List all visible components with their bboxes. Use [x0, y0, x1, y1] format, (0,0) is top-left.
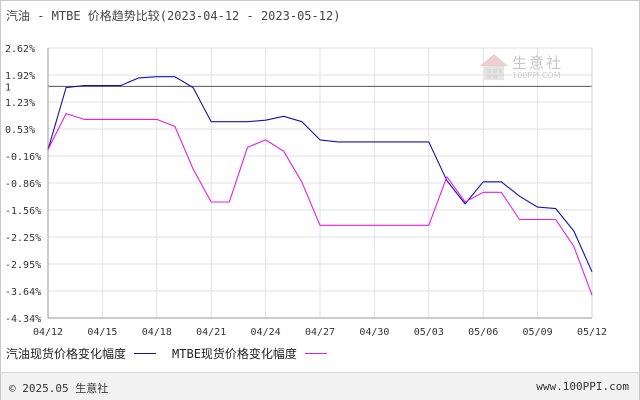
x-tick-label: 04/24 [251, 327, 281, 338]
watermark-logo: 生意社 100PPI.COM [478, 52, 578, 84]
y-tick-label: -2.25% [5, 233, 41, 244]
x-tick-label: 05/12 [577, 327, 607, 338]
legend-swatch-mtbe [304, 353, 327, 354]
axes [47, 48, 593, 319]
series-line-gasoline [47, 76, 593, 273]
x-tick-label: 04/12 [33, 327, 63, 338]
y-tick-label: -2.95% [5, 260, 41, 271]
x-tick-label: 05/03 [414, 327, 444, 338]
x-tick-label: 04/15 [87, 327, 117, 338]
x-tick-label: 04/21 [196, 327, 226, 338]
legend-label-mtbe: MTBE现货价格变化幅度 [172, 347, 297, 361]
copyright-text: © 2025.05 生意社 [9, 382, 109, 395]
y-tick-label: -0.16% [5, 152, 41, 163]
legend-item-gasoline: 汽油现货价格变化幅度 [6, 345, 157, 362]
reference-line-label: 1 [5, 82, 11, 93]
series-lines [47, 76, 593, 296]
y-tick-label: -4.34% [5, 314, 41, 325]
chart-title: 汽油 - MTBE 价格趋势比较(2023-04-12 - 2023-05-12… [6, 9, 341, 23]
legend-item-mtbe: MTBE现货价格变化幅度 [172, 345, 327, 362]
tick-labels: 2.62% 1.92% 1.23% 0.53% -0.16% -0.86% -1.56% -2… [5, 44, 607, 338]
y-tick-label: -0.86% [5, 179, 41, 190]
x-tick-label: 04/18 [142, 327, 172, 338]
y-tick-label: 0.53% [5, 125, 35, 136]
legend: 汽油现货价格变化幅度 MTBE现货价格变化幅度 [6, 345, 343, 362]
x-tick-label: 05/06 [468, 327, 498, 338]
series-line-mtbe [47, 113, 593, 296]
legend-label-gasoline: 汽油现货价格变化幅度 [6, 347, 127, 361]
y-tick-label: 2.62% [5, 44, 35, 55]
house-logo-icon [480, 54, 508, 80]
watermark-name: 生意社 [512, 54, 564, 72]
website-link[interactable]: www.100PPI.com [536, 380, 629, 393]
x-tick-label: 04/27 [305, 327, 335, 338]
footer-bar: © 2025.05 生意社 www.100PPI.com [1, 372, 639, 400]
legend-swatch-gasoline [134, 353, 157, 354]
y-tick-label: 1.23% [5, 98, 35, 109]
x-tick-label: 05/09 [523, 327, 553, 338]
y-tick-label: 1.92% [5, 71, 35, 82]
watermark-url: 100PPI.COM [512, 71, 561, 80]
grid [47, 47, 593, 319]
y-tick-label: -1.56% [5, 206, 41, 217]
y-tick-label: -3.64% [5, 287, 41, 298]
x-tick-label: 04/30 [359, 327, 389, 338]
